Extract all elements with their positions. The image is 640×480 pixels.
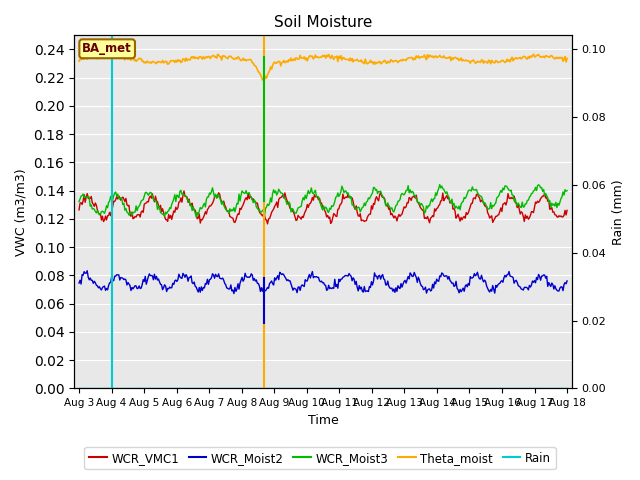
Y-axis label: Rain (mm): Rain (mm) — [612, 179, 625, 245]
Y-axis label: VWC (m3/m3): VWC (m3/m3) — [15, 168, 28, 256]
Title: Soil Moisture: Soil Moisture — [274, 15, 372, 30]
Text: BA_met: BA_met — [83, 42, 132, 55]
X-axis label: Time: Time — [308, 414, 339, 427]
Legend: WCR_VMC1, WCR_Moist2, WCR_Moist3, Theta_moist, Rain: WCR_VMC1, WCR_Moist2, WCR_Moist3, Theta_… — [84, 447, 556, 469]
